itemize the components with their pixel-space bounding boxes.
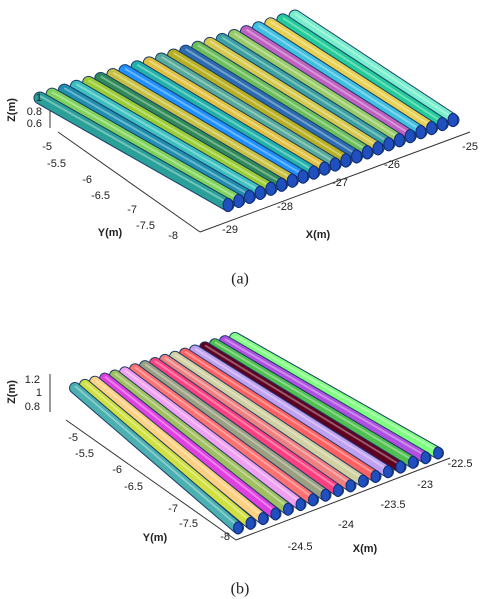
page: 10.80.6-5-5.5-6-6.5-7-7.5-8-29-28-27-26-… [0, 0, 481, 599]
y-tick-label: -5.5 [47, 158, 66, 170]
cylinder-end [287, 174, 297, 187]
cylinder-end [421, 452, 430, 464]
x-tick-label: -24.5 [287, 541, 312, 553]
cylinder-end [409, 456, 418, 468]
cylinder-end [309, 494, 318, 506]
cylinder-end [448, 113, 458, 126]
cylinder-end [416, 126, 426, 139]
cylinder-end [234, 194, 244, 207]
cylinder-end [266, 182, 276, 195]
cylinder-end [434, 447, 443, 459]
cylinder-end [346, 480, 355, 492]
y-tick-label: -5 [68, 432, 78, 444]
y-tick-label: -6.5 [124, 481, 143, 493]
x-tick-label: -27 [332, 177, 348, 189]
z-tick-label: 1 [36, 387, 42, 399]
x-tick-label: -25 [462, 141, 478, 153]
z-axis-label: Z(m) [6, 380, 18, 404]
z-tick-label: 0.6 [27, 118, 42, 130]
cylinder-end [427, 121, 437, 134]
cylinder-end [352, 150, 362, 163]
y-tick-label: -5.5 [75, 448, 94, 460]
z-tick-label: 0.8 [25, 401, 40, 413]
y-tick-label: -5 [42, 141, 52, 153]
z-axis-label: Z(m) [6, 98, 18, 122]
cylinder-end [384, 466, 393, 478]
x-tick-label: -24 [338, 519, 354, 531]
caption: (b) [231, 581, 250, 598]
cylinder-end [405, 130, 415, 143]
cylinder-end [437, 117, 447, 130]
cylinder-end [234, 522, 243, 534]
y-tick-label: -6 [112, 464, 122, 476]
cylinder-end [321, 489, 330, 501]
y-tick-label: -7 [168, 503, 178, 515]
y-tick-label: -7 [127, 204, 137, 216]
cylinder-end [271, 508, 280, 520]
y-tick-label: -7.5 [136, 220, 155, 232]
cylinder-end [371, 470, 380, 482]
x-axis-label: X(m) [353, 543, 378, 555]
cylinder-end [373, 142, 383, 155]
y-tick-label: -6.5 [91, 190, 110, 202]
cylinder-end [334, 485, 343, 497]
cylinder-end [330, 158, 340, 171]
y-tick-label: -8 [168, 230, 178, 242]
cylinder-end [296, 499, 305, 511]
z-tick-label: 1.2 [25, 374, 40, 386]
caption: (a) [231, 271, 249, 288]
cylinder-end [309, 166, 319, 179]
cylinder-end [384, 138, 394, 151]
cylinder-end [244, 190, 254, 203]
cylinder-end [396, 461, 405, 473]
y-tick-label: -6 [82, 174, 92, 186]
y-tick-label: -7.5 [179, 518, 198, 530]
y-axis-label: Y(m) [98, 227, 123, 239]
cylinder-end [277, 178, 287, 191]
cylinder-end [246, 517, 255, 529]
x-tick-label: -23 [417, 479, 433, 491]
cylinder-end [359, 475, 368, 487]
cylinder-end [394, 134, 404, 147]
cylinder-end [362, 146, 372, 159]
x-tick-label: -26 [384, 159, 400, 171]
x-tick-label: -22.5 [447, 458, 472, 470]
figure: 10.80.6-5-5.5-6-6.5-7-7.5-8-29-28-27-26-… [0, 0, 481, 599]
x-axis-label: X(m) [306, 229, 331, 241]
z-tick-label: 1 [36, 92, 42, 104]
cylinder-end [319, 162, 329, 175]
z-tick-label: 0.8 [27, 106, 42, 118]
cylinder-end [255, 186, 265, 199]
x-tick-label: -29 [222, 224, 238, 236]
cylinder-end [259, 513, 268, 525]
x-tick-label: -23.5 [380, 499, 405, 511]
cylinder-end [223, 198, 233, 211]
cylinder-end [284, 503, 293, 515]
x-tick-label: -28 [277, 201, 293, 213]
y-tick-label: -8 [220, 531, 230, 543]
y-axis-label: Y(m) [143, 532, 168, 544]
cylinder-end [341, 154, 351, 167]
cylinder-end [298, 170, 308, 183]
